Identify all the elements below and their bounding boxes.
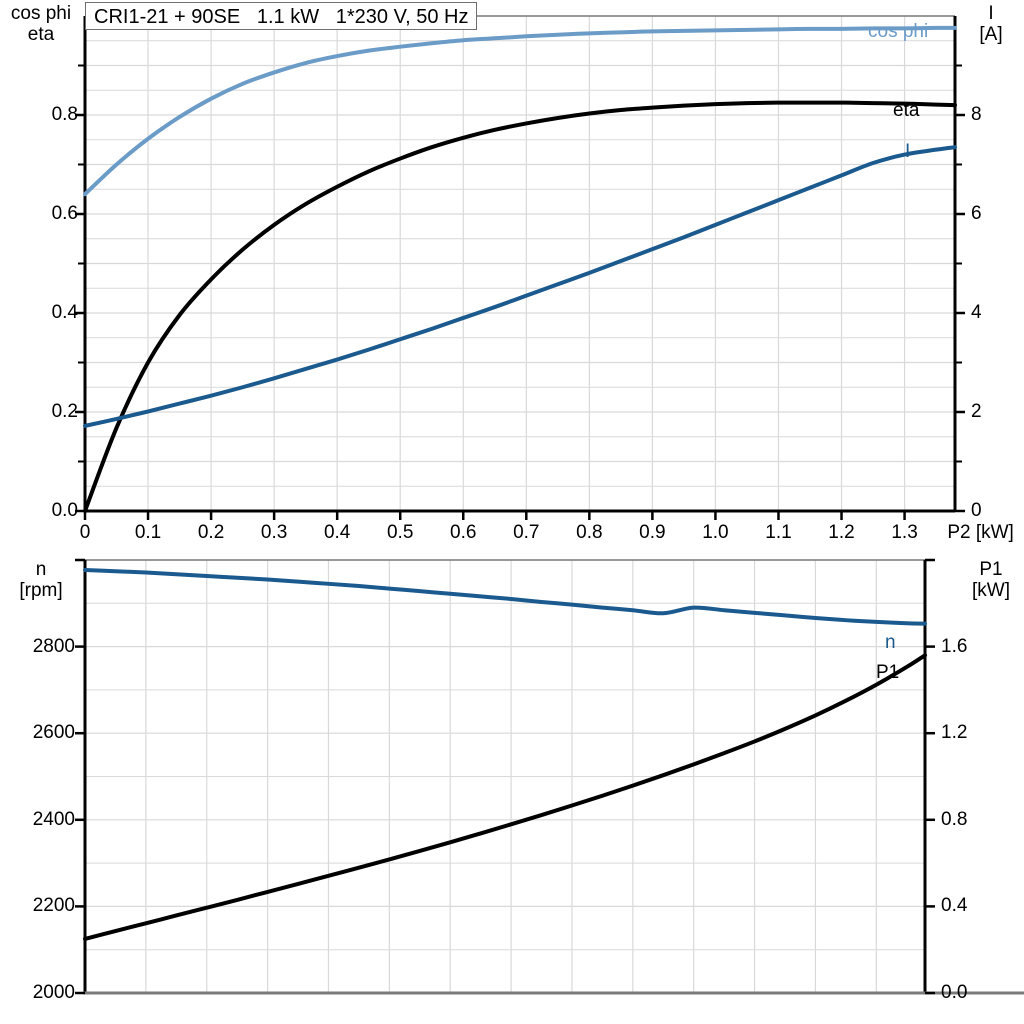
bottom-right-tick-3: 1.2 [941,722,968,744]
top-right-axis-title-line2: [A] [979,24,1003,45]
bottom-left-tick-0: 2000 [32,982,75,1003]
top-left-tick-1: 0.2 [51,401,78,422]
top-chart-svg [75,15,965,520]
bottom-right-axis-title: P1 [kW] [962,559,1020,601]
top-curve-label-current: I [905,141,911,162]
bottom-right-axis-title-line1: P1 [979,559,1003,580]
top-curve-label-eta: eta [893,100,920,121]
top-left-tick-3: 0.6 [51,203,78,224]
chart-title: CRI1-21 + 90SE 1.1 kW 1*230 V, 50 Hz [85,2,478,30]
top-right-axis-title: I [A] [962,3,1020,45]
bottom-right-tick-0: 0.0 [941,982,968,1003]
top-x-tick-0: 0 [79,522,91,543]
top-right-tick-2: 4 [971,302,982,323]
top-left-tick-2: 0.4 [51,302,78,323]
top-left-axis-title-line2: eta [27,24,55,45]
top-chart-panel: cos phi eta I [A] CRI1-21 + 90SE 1.1 kW … [2,2,1020,543]
top-x-tick-12: 1.2 [828,522,855,543]
bottom-series-n [83,567,927,626]
top-right-tick-1: 2 [971,401,982,422]
bottom-left-axis-title: n [rpm] [2,559,80,601]
bottom-left-axis-title-line2: [rpm] [19,580,63,601]
top-x-axis-title: P2 [kW] [947,522,1014,543]
bottom-left-tick-1: 2200 [32,895,75,917]
top-right-tick-0: 0 [971,500,982,521]
bottom-right-tick-1: 0.4 [941,895,968,917]
top-x-tick-8: 0.8 [576,522,603,543]
bottom-series-P1 [83,653,927,941]
bottom-left-tick-2: 2400 [32,808,75,830]
top-x-tick-2: 0.2 [197,522,225,543]
bottom-chart-svg [75,558,1024,995]
top-left-tick-0: 0.0 [51,500,78,521]
top-x-tick-10: 1.0 [702,522,729,543]
top-left-tick-4: 0.8 [51,104,78,125]
top-x-tick-3: 0.3 [260,522,288,543]
bottom-curve-label-p1: P1 [876,662,900,683]
top-x-tick-5: 0.5 [386,522,414,543]
bottom-right-axis-title-line2: [kW] [972,580,1010,601]
top-x-tick-1: 0.1 [134,522,162,543]
bottom-left-tick-4: 2800 [32,635,75,657]
top-series-cos-phi [83,25,957,197]
bottom-right-tick-4: 1.6 [941,635,968,657]
top-x-tick-7: 0.7 [513,522,540,543]
top-right-tick-4: 8 [971,104,982,125]
top-x-tick-9: 0.9 [639,522,666,543]
top-series-eta [83,100,957,513]
bottom-right-tick-2: 0.8 [941,808,968,830]
top-left-axis-title: cos phi eta [2,3,80,45]
top-left-axis-title-line1: cos phi [10,3,72,24]
top-x-tick-6: 0.6 [450,522,477,543]
top-x-tick-4: 0.4 [323,522,351,543]
top-curve-label-cos-phi: cos phi [868,21,929,42]
top-series-I [83,145,957,428]
top-right-tick-3: 6 [971,203,982,224]
top-x-tick-13: 1.3 [891,522,918,543]
top-x-tick-11: 1.1 [765,522,792,543]
top-right-axis-title-line1: I [988,3,994,24]
bottom-left-axis-title-line1: n [35,559,47,580]
bottom-left-tick-3: 2600 [32,722,75,744]
bottom-curve-label-n: n [885,632,896,653]
bottom-chart-panel: n [rpm] P1 [kW] 2000 2200 2400 2600 2800 0.0 0… [0,545,1024,1024]
